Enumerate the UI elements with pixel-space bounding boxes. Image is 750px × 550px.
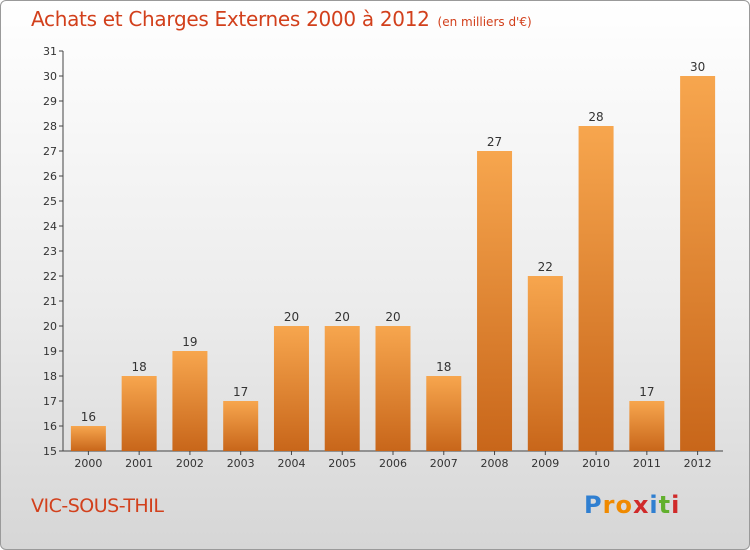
y-tick-label: 24 (43, 220, 57, 233)
bar-value-label: 17 (233, 385, 248, 399)
bar (324, 326, 360, 451)
y-tick-label: 25 (43, 195, 57, 208)
unit-note: (en milliers d'€) (437, 15, 532, 29)
y-tick-label: 18 (43, 370, 57, 383)
commune-name: VIC-SOUS-THIL (31, 495, 164, 517)
x-tick-label: 2005 (328, 457, 356, 470)
bar (70, 426, 106, 451)
logo-letter: r (602, 491, 616, 519)
logo-letter: t (658, 491, 672, 519)
y-tick-label: 28 (43, 120, 57, 133)
x-tick-label: 2000 (74, 457, 102, 470)
bar (121, 376, 157, 451)
y-tick-label: 15 (43, 445, 57, 458)
bar (375, 326, 411, 451)
x-tick-label: 2003 (227, 457, 255, 470)
y-tick-label: 20 (43, 320, 57, 333)
bar-value-label: 20 (385, 310, 400, 324)
bar-value-label: 20 (335, 310, 350, 324)
bar (273, 326, 309, 451)
logo-letter: i (649, 491, 659, 519)
y-tick-label: 30 (43, 70, 57, 83)
y-tick-label: 23 (43, 245, 57, 258)
bar-value-label: 28 (588, 110, 603, 124)
bar-value-label: 19 (182, 335, 197, 349)
logo-letter: x (632, 491, 650, 519)
y-tick-label: 31 (43, 45, 57, 58)
x-tick-label: 2002 (176, 457, 204, 470)
bar-value-label: 30 (690, 60, 705, 74)
bar (426, 376, 462, 451)
y-tick-label: 22 (43, 270, 57, 283)
y-tick-label: 27 (43, 145, 57, 158)
bar (680, 76, 716, 451)
logo-letter: o (615, 491, 633, 519)
bar (223, 401, 259, 451)
title-text: Achats et Charges Externes 2000 à 2012 (31, 7, 430, 31)
x-tick-label: 2006 (379, 457, 407, 470)
y-tick-label: 29 (43, 95, 57, 108)
bar (578, 126, 614, 451)
x-tick-label: 2011 (633, 457, 661, 470)
y-tick-label: 17 (43, 395, 57, 408)
bar-value-label: 17 (639, 385, 654, 399)
x-tick-label: 2004 (277, 457, 305, 470)
bar (477, 151, 513, 451)
chart-title: Achats et Charges Externes 2000 à 2012 (e… (31, 7, 532, 31)
x-tick-label: 2012 (684, 457, 712, 470)
x-tick-label: 2001 (125, 457, 153, 470)
bar (629, 401, 665, 451)
bar-value-label: 18 (436, 360, 451, 374)
y-tick-label: 26 (43, 170, 57, 183)
bar-value-label: 22 (538, 260, 553, 274)
bar-value-label: 27 (487, 135, 502, 149)
x-tick-label: 2010 (582, 457, 610, 470)
y-tick-label: 19 (43, 345, 57, 358)
bar (172, 351, 208, 451)
x-tick-label: 2009 (531, 457, 559, 470)
bar (527, 276, 563, 451)
x-tick-label: 2008 (481, 457, 509, 470)
proxiti-logo: Proxiti (584, 491, 680, 519)
x-tick-label: 2007 (430, 457, 458, 470)
bar-value-label: 20 (284, 310, 299, 324)
bar-value-label: 16 (81, 410, 96, 424)
y-tick-label: 21 (43, 295, 57, 308)
logo-letter: i (671, 491, 681, 519)
y-tick-label: 16 (43, 420, 57, 433)
bar-value-label: 18 (132, 360, 147, 374)
logo-letter: P (584, 491, 603, 519)
